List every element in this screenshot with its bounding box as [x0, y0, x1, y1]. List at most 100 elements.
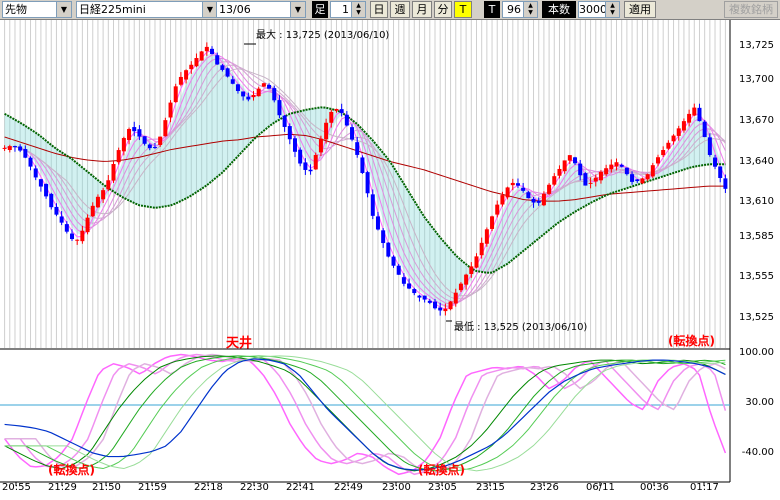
time-tick-label: 21:59 [138, 482, 167, 493]
candle-down [375, 216, 380, 230]
candle-down [427, 300, 432, 303]
time-tick-label: 22:49 [334, 482, 363, 493]
candle-up [661, 150, 666, 156]
osc-green-line [4, 355, 726, 472]
candle-down [64, 224, 69, 232]
time-tick-label: 22:41 [286, 482, 315, 493]
candle-down [438, 307, 443, 311]
candle-up [173, 86, 178, 103]
candle-down [23, 149, 28, 158]
candle-up [547, 184, 552, 194]
max-annotation: 最大 : 13,725 (2013/06/10) [256, 30, 390, 41]
candle-up [687, 113, 692, 123]
contract-select[interactable]: 13/06 ▼ [216, 1, 306, 18]
candle-up [453, 292, 458, 304]
candle-up [121, 138, 126, 152]
t-button[interactable]: T [454, 1, 472, 18]
candle-up [500, 195, 505, 205]
count-spinner[interactable]: 96 ▲ ▼ [502, 1, 538, 18]
candle-up [329, 111, 334, 123]
market-select[interactable]: 先物 ▼ [2, 1, 72, 18]
candle-up [256, 88, 261, 97]
price-chart[interactable] [0, 20, 780, 500]
candle-down [59, 216, 64, 223]
candle-down [152, 147, 157, 149]
candle-up [614, 162, 619, 167]
honsu-label: 本数 [542, 1, 576, 18]
candle-down [225, 68, 230, 77]
candle-down [235, 84, 240, 92]
candle-up [85, 217, 90, 233]
candle-up [464, 274, 469, 285]
price-tick-label: 13,610 [739, 196, 774, 208]
candle-up [101, 190, 106, 200]
candle-up [474, 256, 479, 268]
candle-down [386, 242, 391, 257]
candle-down [12, 146, 17, 148]
candle-down [381, 230, 386, 244]
candle-down [272, 88, 277, 101]
candle-down [619, 164, 624, 167]
tenjo-label: 天井 [226, 336, 253, 351]
osc-pink-line [4, 353, 726, 476]
multi-symbol-button[interactable]: 複数銘柄 [724, 1, 778, 18]
osc-tick-label: -40.00 [741, 447, 774, 458]
candle-up [75, 239, 80, 241]
week-button[interactable]: 週 [390, 1, 410, 18]
candle-up [557, 168, 562, 176]
candle-down [137, 129, 142, 137]
candle-down [303, 162, 308, 170]
chevron-down-icon: ▼ [202, 2, 217, 17]
candle-up [469, 266, 474, 274]
price-tick-label: 13,585 [739, 230, 774, 242]
candle-up [671, 135, 676, 142]
candle-down [38, 179, 43, 187]
volume-grid [4, 20, 726, 348]
time-tick-label: 21:50 [92, 482, 121, 493]
candle-up [593, 177, 598, 182]
candle-up [552, 176, 557, 185]
candle-down [344, 114, 349, 126]
candle-down [365, 172, 370, 194]
candle-up [588, 182, 593, 184]
day-button[interactable]: 日 [370, 1, 388, 18]
candle-up [541, 193, 546, 206]
candle-down [308, 169, 313, 172]
bars-spinner[interactable]: 3000 ▲ ▼ [578, 1, 620, 18]
candle-up [495, 204, 500, 215]
candle-down [246, 96, 251, 100]
time-tick-label: 00:36 [640, 482, 669, 493]
price-tick-label: 13,670 [739, 114, 774, 126]
candle-up [2, 147, 7, 149]
candle-down [70, 233, 75, 240]
time-tick-label: 23:15 [476, 482, 505, 493]
candle-down [339, 109, 344, 113]
time-tick-label: 23:05 [428, 482, 457, 493]
minute-spinner[interactable]: 1 ▲ ▼ [330, 1, 366, 18]
candle-down [241, 91, 246, 97]
product-select[interactable]: 日経225mini ▼ [76, 1, 218, 18]
month-button[interactable]: 月 [412, 1, 432, 18]
apply-button[interactable]: 適用 [624, 1, 656, 18]
spinner-arrows-icon[interactable]: ▲ ▼ [605, 2, 619, 17]
candle-up [490, 216, 495, 229]
candle-up [479, 242, 484, 256]
product-select-value: 日経225mini [79, 3, 146, 16]
candle-up [645, 174, 650, 180]
chevron-down-icon: ▼ [290, 2, 305, 17]
candle-down [713, 157, 718, 167]
candle-down [407, 283, 412, 289]
turn-point-label-right: (転換点) [668, 334, 715, 348]
candle-down [44, 183, 49, 197]
spinner-arrows-icon[interactable]: ▲ ▼ [523, 2, 537, 17]
candle-down [54, 206, 59, 215]
candle-up [184, 70, 189, 80]
candle-down [350, 127, 355, 140]
minute-button[interactable]: 分 [434, 1, 452, 18]
spinner-arrows-icon[interactable]: ▲ ▼ [351, 2, 365, 17]
candle-down [702, 121, 707, 138]
candle-down [536, 200, 541, 203]
candle-down [401, 277, 406, 284]
candle-down [635, 179, 640, 181]
t-label: T [484, 1, 500, 18]
